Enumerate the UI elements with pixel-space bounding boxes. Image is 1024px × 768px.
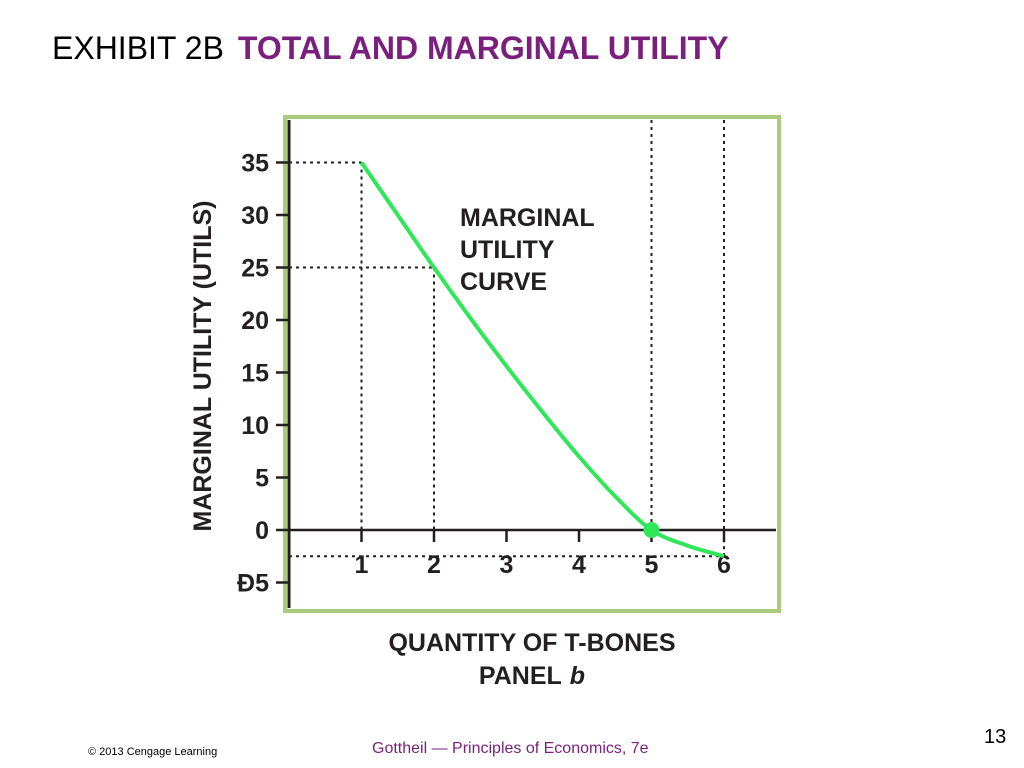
y-ticks: 35 30 25 20 15 10 5 0 Đ5 — [237, 150, 289, 598]
guide-lines — [289, 120, 725, 558]
panel-letter: b — [570, 662, 585, 690]
y-axis-title: MARGINAL UTILITY (UTILS) — [189, 201, 217, 532]
zero-marginal-utility-point — [643, 522, 660, 538]
curve-label-line-2: UTILITY — [460, 236, 555, 264]
x-tick-label: 3 — [500, 551, 514, 579]
curve-label-line-3: CURVE — [460, 268, 547, 296]
y-tick-label: 20 — [241, 307, 269, 335]
x-tick-label: 1 — [355, 551, 369, 579]
x-axis-title: QUANTITY OF T-BONES — [388, 629, 675, 657]
marginal-utility-curve — [359, 161, 725, 559]
y-tick-label: Đ5 — [237, 570, 269, 598]
chart-frame — [283, 115, 781, 613]
y-tick-label: 25 — [241, 255, 269, 283]
x-ticks: 1 2 3 4 5 6 — [355, 530, 731, 579]
curve-label-line-1: MARGINAL — [460, 204, 595, 232]
panel-prefix: PANEL — [479, 662, 562, 690]
exhibit-label: EXHIBIT 2B — [52, 30, 224, 66]
y-tick-label: 15 — [241, 360, 269, 388]
page-number: 13 — [984, 726, 1007, 748]
y-tick-label: 30 — [241, 202, 269, 230]
book-citation: Gottheil — Principles of Economics, 7e — [372, 740, 649, 757]
y-tick-label: 10 — [241, 412, 269, 440]
x-tick-label: 5 — [645, 551, 659, 579]
x-tick-label: 6 — [717, 551, 731, 579]
exhibit-title: TOTAL AND MARGINAL UTILITY — [237, 30, 729, 66]
y-tick-label: 5 — [255, 465, 269, 493]
slide-title: EXHIBIT 2B TOTAL AND MARGINAL UTILITY — [52, 30, 729, 67]
x-tick-label: 2 — [427, 551, 441, 579]
x-tick-label: 4 — [572, 551, 586, 579]
y-tick-label: 0 — [255, 517, 269, 545]
panel-label: PANEL b — [479, 662, 585, 690]
copyright-notice: © 2013 Cengage Learning — [88, 746, 218, 758]
y-tick-label: 35 — [241, 150, 269, 178]
